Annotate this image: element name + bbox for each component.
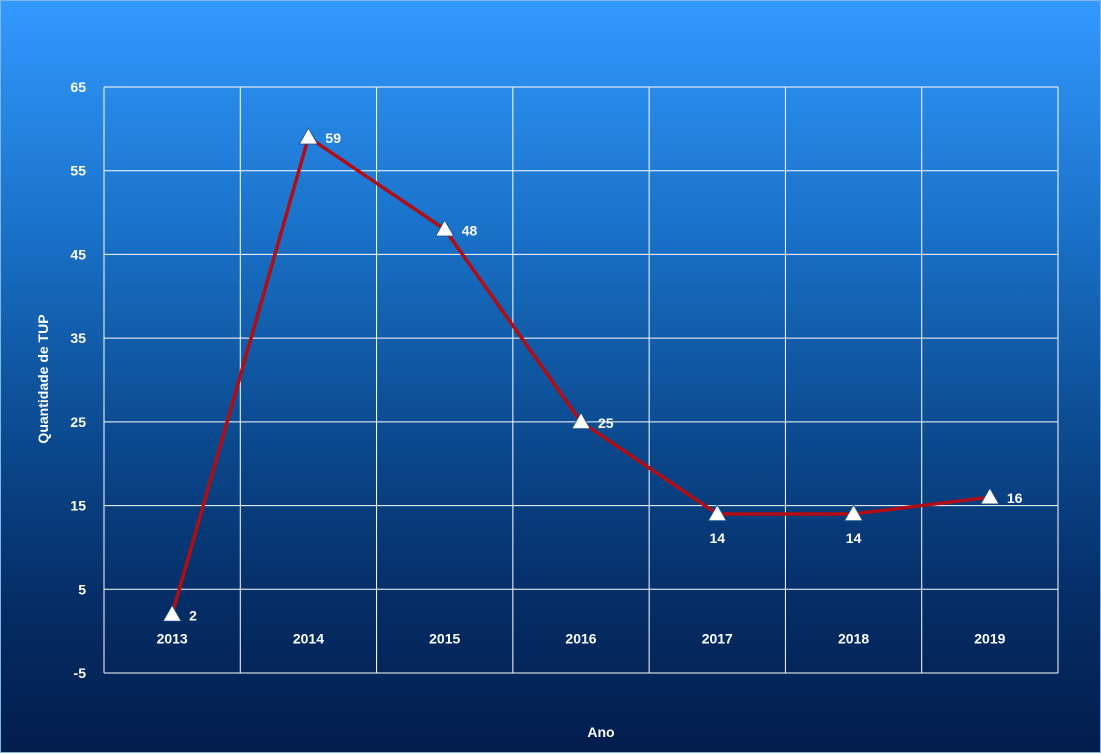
- grid: [103, 86, 1059, 674]
- data-label: 59: [325, 130, 341, 146]
- series-line: [170, 135, 991, 615]
- x-axis-title: Ano: [587, 724, 614, 740]
- x-category-label: 2014: [293, 631, 324, 647]
- y-tick-label: 15: [70, 498, 86, 514]
- data-label: 48: [462, 222, 478, 238]
- data-label: 14: [709, 530, 725, 546]
- y-tick-label: 25: [70, 414, 86, 430]
- y-tick-label: 55: [70, 163, 86, 179]
- data-labels: 2 59 48 25 14 14 16: [189, 130, 1023, 623]
- y-tick-label: 5: [78, 581, 86, 597]
- x-category-label: 2018: [838, 631, 869, 647]
- data-point-marker: [435, 219, 455, 237]
- data-point-marker: [980, 487, 1000, 505]
- x-category-label: 2016: [565, 631, 596, 647]
- x-category-label: 2017: [702, 631, 733, 647]
- data-label: 2: [189, 607, 197, 623]
- data-label: 14: [846, 530, 862, 546]
- x-category-label: 2019: [974, 631, 1005, 647]
- series: [162, 127, 1000, 622]
- data-label: 16: [1007, 490, 1023, 506]
- y-tick-label: 45: [70, 246, 86, 262]
- y-axis-title: Quantidade de TUP: [35, 314, 51, 443]
- data-point-marker: [571, 412, 591, 430]
- x-category-label: 2013: [157, 631, 188, 647]
- y-tick-label: 65: [70, 79, 86, 95]
- x-axis-categories: 2013 2014 2015 2016 2017 2018 2019: [157, 631, 1006, 647]
- data-point-marker: [707, 504, 727, 522]
- data-point-marker: [298, 127, 319, 145]
- data-point-marker: [843, 504, 864, 522]
- y-tick-label: 35: [70, 330, 86, 346]
- y-axis-ticks: -5 5 15 25 35 45 55 65: [70, 79, 86, 681]
- data-label: 25: [598, 415, 614, 431]
- y-tick-label: -5: [74, 665, 87, 681]
- x-category-label: 2015: [429, 631, 460, 647]
- data-point-marker: [162, 604, 182, 622]
